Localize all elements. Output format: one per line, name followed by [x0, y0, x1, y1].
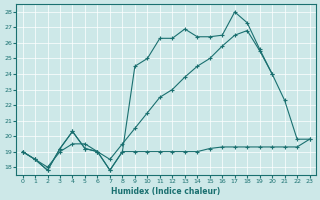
- X-axis label: Humidex (Indice chaleur): Humidex (Indice chaleur): [111, 187, 221, 196]
